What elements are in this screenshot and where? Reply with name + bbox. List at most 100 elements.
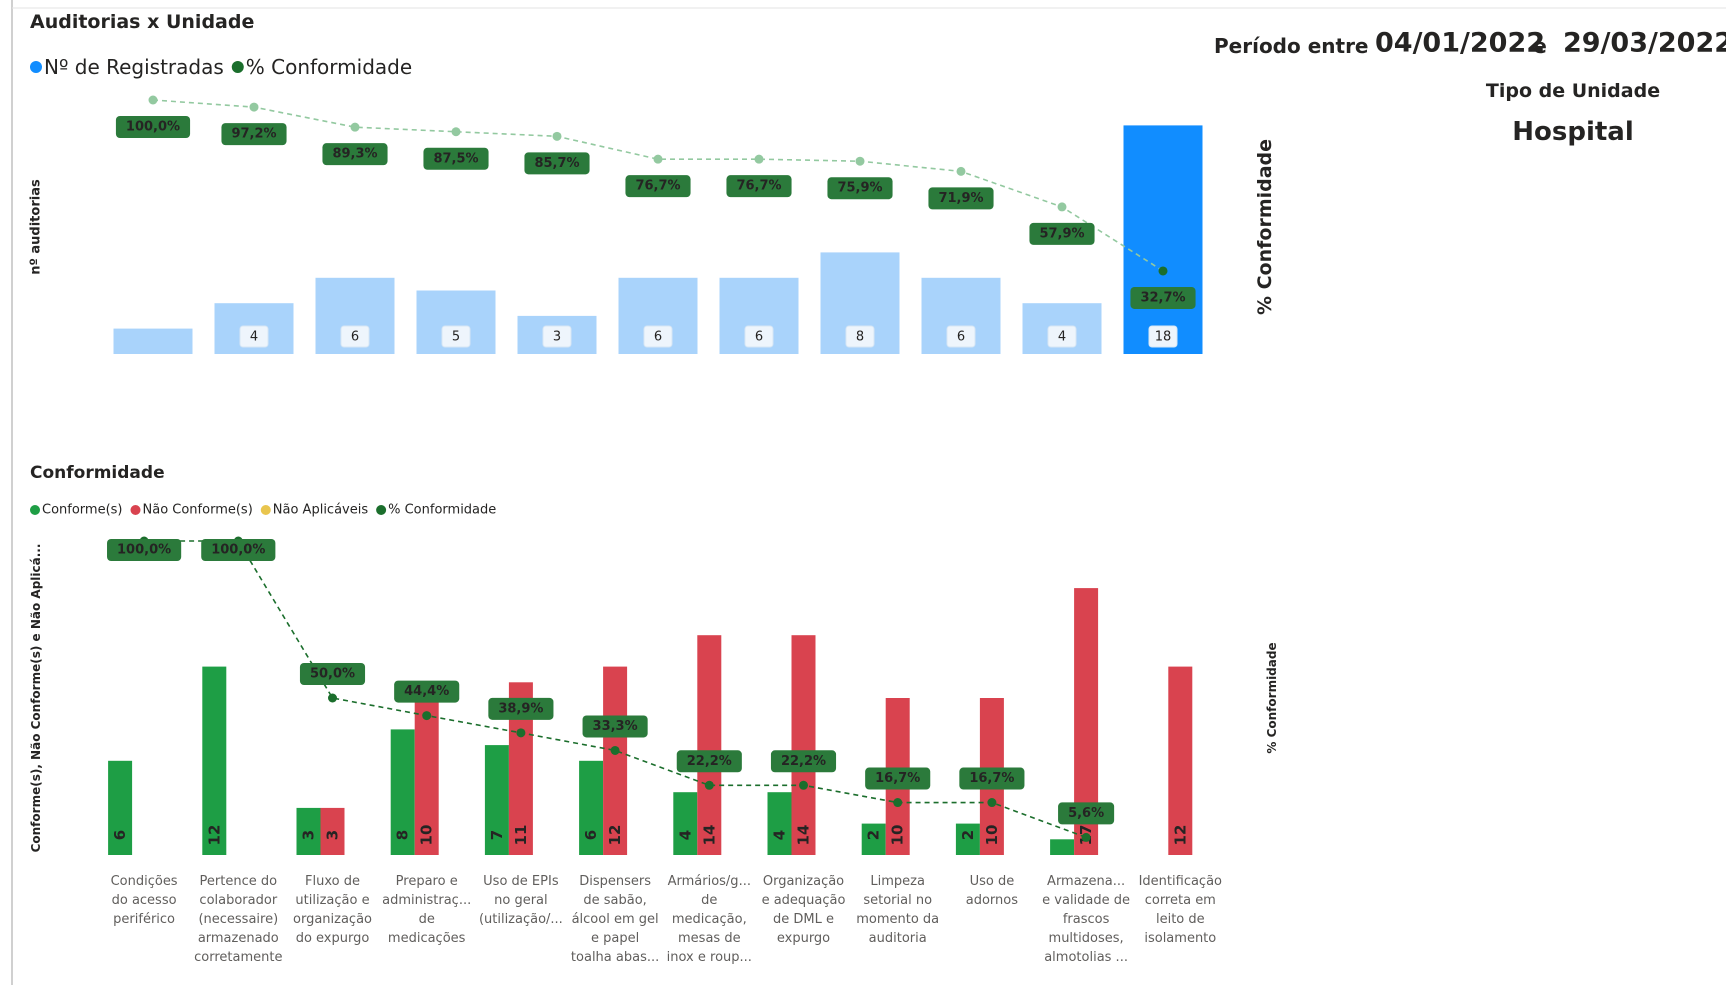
y2-axis-title: % Conformidade: [1265, 642, 1279, 753]
data-label-box: [221, 123, 287, 146]
line-point: [552, 131, 562, 141]
data-label: 5: [452, 330, 460, 345]
data-label-box: [1029, 222, 1095, 245]
data-label: 10: [983, 825, 1001, 846]
data-label: 57,9%: [1039, 226, 1084, 241]
data-label: 8: [856, 330, 864, 345]
data-label-box: [582, 715, 648, 738]
line-point: [1057, 202, 1067, 212]
line-point: [451, 127, 461, 137]
data-label: 14: [795, 825, 813, 846]
bar: [1050, 839, 1075, 855]
data-label: 4: [771, 830, 789, 840]
x-tick-label: Dispensers de sabão, álcool em gel e pap…: [570, 874, 660, 965]
data-label: 8: [394, 830, 412, 840]
line: [144, 540, 1087, 839]
line-point: [422, 711, 432, 721]
data-label-box: [946, 325, 976, 348]
data-label-box: [865, 767, 931, 790]
data-label: 76,7%: [635, 179, 680, 194]
data-label: 11: [512, 825, 530, 846]
line-point: [653, 154, 663, 164]
data-label: 75,9%: [837, 181, 882, 196]
bar: [484, 745, 509, 855]
data-label: 6: [111, 830, 129, 840]
data-label-box: [524, 152, 590, 175]
line-point: [1158, 266, 1168, 276]
x-tick-label: Preparo e administraç... de medicações: [382, 874, 472, 946]
data-label-box: [1047, 325, 1077, 348]
data-label: 12: [1171, 825, 1189, 846]
x-tick-label: Identificação correta em leito de isolam…: [1138, 874, 1222, 946]
legend-label: Não Conforme(s): [143, 503, 253, 518]
x-tick-label: Pertence do colaborador (necessaire) arm…: [194, 874, 283, 965]
x-tick-label: Fluxo de utilização e organização do exp…: [293, 874, 372, 946]
data-label: 32,7%: [1140, 290, 1185, 305]
data-label: 4: [1058, 330, 1066, 345]
data-label: 6: [654, 330, 662, 345]
data-label-box: [1058, 802, 1115, 825]
line-point: [754, 154, 764, 164]
bar: [579, 760, 604, 855]
data-label-box: [625, 175, 691, 198]
y-axis-title: nº auditorias: [29, 179, 44, 275]
data-label-box: [340, 325, 370, 348]
legend-marker: [260, 505, 271, 515]
data-label-box: [959, 767, 1025, 790]
bar: [113, 328, 193, 354]
line-point: [610, 745, 620, 755]
line-point: [799, 780, 808, 790]
period-label: Período entre: [1214, 34, 1369, 58]
bar: [603, 666, 628, 855]
data-label-box: [488, 697, 554, 720]
data-label: 71,9%: [938, 191, 983, 206]
chart-title: Auditorias x Unidade: [30, 11, 254, 33]
x-tick-label: Uso de adornos: [965, 874, 1019, 908]
data-label: 12: [205, 825, 223, 846]
data-label-box: [676, 750, 742, 773]
line-point: [855, 156, 865, 166]
x-tick-label: Organização e adequação de DML e expurgo: [761, 874, 846, 946]
legend-marker: [130, 505, 141, 515]
data-label: 6: [957, 330, 965, 345]
data-label-box: [827, 177, 893, 200]
data-label: 2: [865, 830, 883, 840]
data-label-box: [1148, 325, 1178, 348]
legend-marker: [30, 61, 42, 73]
data-label: 97,2%: [231, 127, 276, 142]
line-point: [249, 102, 259, 112]
line-point: [350, 122, 360, 132]
period-end: 29/03/2022: [1563, 28, 1726, 59]
bar: [861, 823, 886, 855]
data-label-box: [394, 680, 460, 703]
x-tick-label: Limpeza setorial no momento da auditoria: [856, 874, 940, 946]
line-point: [893, 798, 903, 808]
period-start: 04/01/2022: [1375, 28, 1545, 59]
x-tick-label: Condições do acesso periférico: [110, 874, 178, 927]
line-point: [987, 798, 997, 808]
data-label-box: [322, 143, 388, 166]
x-tick-label: Armazena... e validade de frascos multid…: [1042, 874, 1131, 965]
legend-label: % Conformidade: [246, 55, 412, 79]
line-point: [704, 780, 714, 790]
legend-marker: [30, 505, 40, 515]
x-tick-label: Uso de EPIs no geral (utilização/...: [478, 874, 563, 927]
bar: [955, 823, 980, 855]
data-label-box: [744, 325, 774, 348]
data-label: 3: [300, 830, 318, 840]
data-label: 87,5%: [433, 151, 478, 166]
bar: [1168, 666, 1193, 855]
bar: [791, 635, 816, 855]
bar: [767, 792, 792, 855]
bar: [1123, 125, 1203, 355]
line-point: [148, 95, 158, 105]
data-label: 16,7%: [969, 771, 1014, 786]
data-label: 6: [582, 830, 600, 840]
data-label: 22,2%: [781, 754, 826, 769]
legend-label: % Conformidade: [388, 503, 496, 518]
data-label-box: [239, 325, 269, 348]
data-label: 33,3%: [593, 719, 638, 734]
bar: [414, 698, 439, 855]
data-label: 3: [324, 830, 342, 840]
line-point: [956, 166, 966, 176]
